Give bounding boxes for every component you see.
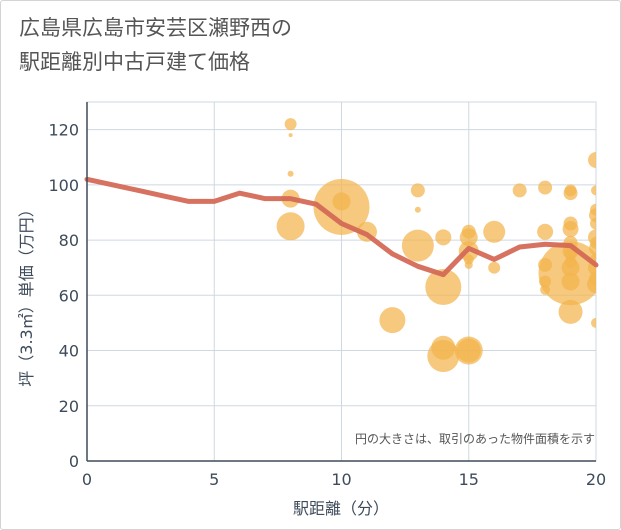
bubble-point	[591, 317, 596, 328]
y-tick-label: 100	[48, 176, 79, 195]
trend-line-group	[84, 176, 599, 278]
bubble-point	[591, 185, 596, 196]
bubbles	[276, 118, 596, 373]
y-axis-label: 坪（3.3㎡）単価（万円）	[17, 201, 36, 386]
x-tick-label: 10	[331, 470, 351, 489]
x-tick-label: 5	[209, 470, 219, 489]
bubble-point	[332, 192, 351, 211]
bubble-point	[287, 170, 294, 177]
bubble-point	[425, 269, 462, 306]
bubble-point	[401, 229, 434, 262]
bubble-point	[464, 260, 473, 269]
title-line-2: 駅距離別中古戸建て価格	[19, 50, 250, 74]
bubble-point	[561, 272, 580, 291]
y-tick-label: 60	[59, 286, 79, 305]
bubble-point	[427, 340, 460, 373]
bubble-point	[562, 221, 579, 238]
bubble-point	[379, 307, 406, 334]
y-tick-label: 80	[59, 231, 79, 250]
bubble-point	[435, 229, 452, 246]
trend-line	[84, 176, 599, 278]
x-axis-label: 駅距離（分）	[293, 499, 389, 518]
size-note: 円の大きさは、取引のあった物件面積を示す	[355, 431, 595, 446]
y-tick-label: 120	[48, 121, 79, 140]
x-tick-label: 15	[459, 470, 479, 489]
x-tick-label: 0	[82, 470, 92, 489]
x-tick-label: 20	[586, 470, 606, 489]
axes: 0 20 40 60 80 100 120 0 5 10 15 20	[48, 102, 606, 489]
bubble-point	[563, 186, 578, 201]
bubble-point	[284, 118, 297, 131]
chart-title: 広島県広島市安芸区瀬野西の 駅距離別中古戸建て価格	[19, 11, 292, 79]
bubble-point	[512, 183, 527, 198]
y-tick-label: 0	[69, 452, 79, 471]
bubble-point	[587, 275, 596, 294]
y-tick-label: 20	[59, 397, 79, 416]
bubble-point	[414, 206, 421, 213]
bubble-point	[588, 151, 596, 168]
bubble-point	[459, 228, 478, 247]
bubble-point	[288, 133, 293, 138]
bubble-point	[456, 338, 481, 363]
bubble-point	[538, 180, 553, 195]
bubble-point	[410, 183, 425, 198]
bubble-point	[558, 299, 583, 324]
title-line-1: 広島県広島市安芸区瀬野西の	[19, 16, 292, 40]
bubble-point	[589, 241, 596, 256]
bubble-point	[276, 212, 305, 241]
grid-lines	[86, 101, 597, 462]
bubble-point	[537, 223, 554, 240]
bubble-point	[483, 220, 506, 243]
y-tick-label: 40	[59, 342, 79, 361]
bubble-point	[488, 261, 501, 274]
bubble-point	[590, 217, 596, 230]
